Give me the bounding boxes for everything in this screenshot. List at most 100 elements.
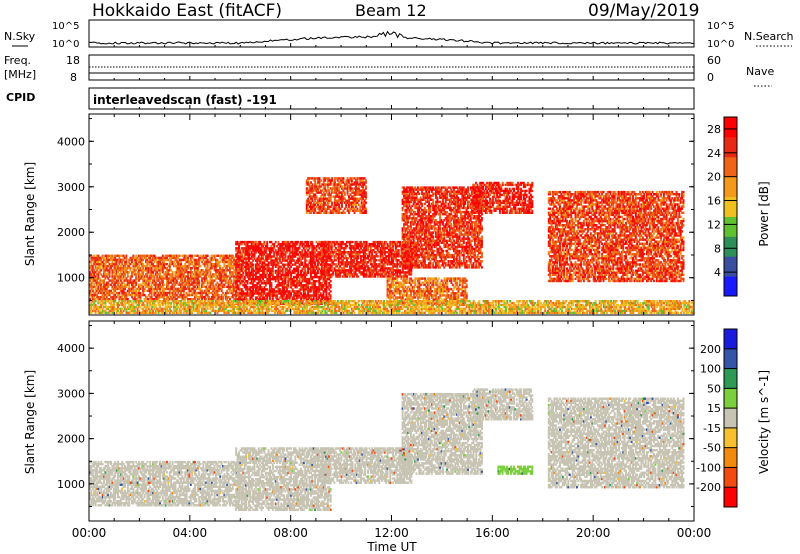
echo-cell [168, 273, 171, 276]
echo-cell [262, 257, 264, 260]
echo-cell [187, 267, 189, 270]
echo-cell [209, 275, 212, 278]
echo-cell [281, 269, 284, 273]
echo-cell [293, 282, 295, 285]
echo-cell [249, 288, 252, 291]
echo-cell [329, 280, 332, 283]
echo-cell [270, 286, 273, 289]
echo-cell [356, 179, 359, 182]
echo-cell [230, 256, 233, 260]
echo-cell [138, 254, 140, 257]
echo-cell [284, 255, 287, 258]
echo-cell [312, 201, 315, 204]
echo-cell [210, 254, 213, 257]
echo-cell [236, 263, 239, 266]
echo-cell [230, 273, 233, 276]
echo-cell [325, 284, 328, 287]
echo-cell [146, 279, 149, 282]
echo-cell [235, 249, 238, 252]
echo-cell [293, 294, 295, 297]
echo-cell [246, 286, 249, 289]
echo-cell [230, 260, 233, 264]
echo-cell [414, 296, 417, 299]
echo-cell [132, 269, 135, 272]
echo-cell [318, 286, 321, 289]
echo-cell [195, 283, 198, 286]
echo-cell [250, 292, 253, 295]
echo-cell [321, 255, 324, 258]
echo-cell [103, 264, 105, 268]
echo-cell [293, 253, 295, 256]
echo-cell [307, 280, 310, 283]
echo-cell [128, 262, 131, 266]
echo-cell [283, 292, 286, 295]
echo-cell [256, 290, 259, 293]
echo-cell [220, 298, 223, 301]
echo-cell [219, 269, 222, 272]
echo-cell [105, 264, 108, 268]
echo-cell [132, 291, 135, 295]
echo-cell [104, 273, 107, 276]
echo-cell [235, 259, 238, 262]
echo-cell [111, 277, 114, 280]
echo-cell [136, 273, 139, 276]
echo-cell [400, 292, 403, 295]
echo-cell [205, 267, 208, 270]
echo-cell [271, 259, 274, 262]
echo-cell [312, 211, 315, 214]
echo-cell [307, 209, 310, 212]
echo-cell [301, 286, 304, 289]
echo-cell [290, 294, 293, 297]
echo-cell [317, 199, 319, 202]
echo-cell [263, 261, 266, 264]
echo-cell [154, 258, 157, 262]
echo-cell [256, 288, 259, 291]
echo-cell [139, 273, 142, 276]
echo-cell [274, 292, 277, 295]
echo-cell [212, 254, 215, 257]
echo-cell [249, 245, 252, 248]
echo-cell [271, 277, 274, 281]
echo-cell [302, 296, 305, 299]
echo-cell [119, 289, 122, 293]
echo-cell [181, 298, 184, 301]
echo-cell [89, 291, 91, 295]
echo-cell [245, 280, 248, 283]
echo-cell [202, 295, 205, 299]
echo-cell [166, 267, 168, 270]
echo-cell [240, 280, 243, 283]
echo-cell [426, 281, 429, 284]
echo-cell [271, 290, 274, 293]
echo-cell [311, 271, 314, 275]
echo-cell [266, 253, 269, 256]
echo-cell [168, 287, 171, 291]
echo-cell [180, 258, 182, 262]
echo-cell [90, 283, 93, 286]
echo-cell [301, 263, 304, 266]
echo-cell [230, 285, 233, 288]
echo-cell [318, 185, 321, 188]
echo-cell [277, 265, 280, 268]
echo-cell [119, 298, 122, 301]
echo-cell [188, 277, 191, 280]
echo-cell [178, 295, 181, 299]
echo-cell [287, 245, 290, 248]
echo-cell [122, 279, 125, 282]
echo-cell [266, 292, 269, 295]
echo-cell [98, 256, 101, 260]
echo-cell [160, 264, 163, 268]
echo-cell [108, 293, 111, 297]
echo-cell [322, 290, 325, 293]
echo-cell [90, 254, 93, 257]
echo-cell [150, 289, 153, 293]
echo-cell [236, 286, 239, 289]
echo-cell [223, 254, 226, 257]
echo-cell [203, 275, 206, 278]
echo-cell [178, 264, 181, 268]
echo-cell [152, 264, 154, 268]
echo-cell [376, 255, 379, 258]
echo-cell [115, 254, 118, 257]
echo-cell [164, 298, 167, 301]
echo-cell [212, 258, 215, 262]
echo-cell [229, 254, 231, 257]
